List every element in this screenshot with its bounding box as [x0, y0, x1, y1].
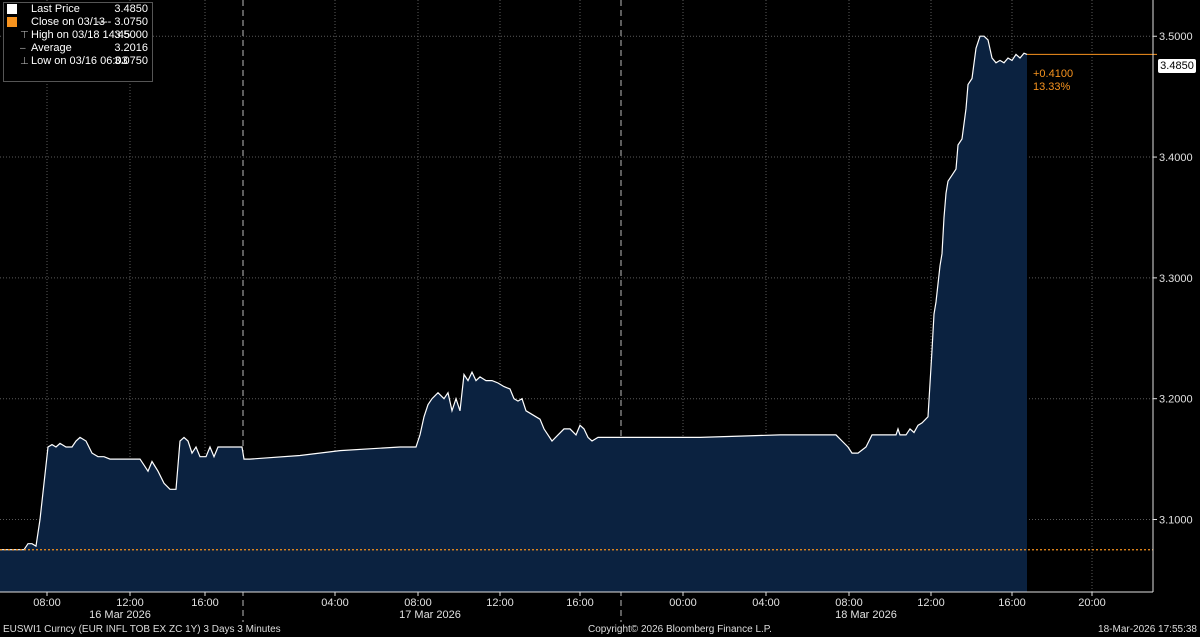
legend-item-high: ⊤ High on 03/18 14:45 3.5000: [4, 29, 152, 42]
x-tick-label: 20:00: [1078, 597, 1106, 609]
legend-value: 3.5000: [114, 29, 148, 41]
x-tick-label: 12:00: [116, 597, 144, 609]
x-tick-label: 08:00: [404, 597, 432, 609]
footer-bar: EUSWI1 Curncy (EUR INFL TOB EX ZC 1Y) 3 …: [0, 622, 1200, 637]
legend-value: 3.4850: [114, 3, 148, 15]
change-abs: +0.4100: [1033, 68, 1074, 80]
grid-layer: [0, 0, 1153, 622]
legend-panel: Last Price 3.4850 Close on 03/13 ---- 3.…: [3, 2, 153, 82]
day-label: 16 Mar 2026: [89, 609, 151, 621]
x-tick-label: 08:00: [835, 597, 863, 609]
day-label: 18 Mar 2026: [835, 609, 897, 621]
legend-item-average: – Average 3.2016: [4, 42, 152, 55]
legend-label: Low on 03/16 06:03: [31, 55, 128, 67]
last-price-badge: 3.4850: [1158, 59, 1196, 73]
x-tick-label: 16:00: [998, 597, 1026, 609]
high-marker-icon: ⊤: [20, 30, 29, 41]
legend-label: Last Price: [31, 3, 80, 15]
x-tick-label: 12:00: [486, 597, 514, 609]
price-line: [0, 35, 1028, 551]
legend-value: 3.2016: [114, 42, 148, 54]
x-tick-label: 04:00: [321, 597, 349, 609]
legend-value: ---- 3.0750: [96, 16, 148, 28]
x-tick-label: 04:00: [752, 597, 780, 609]
change-pct: 13.33%: [1033, 81, 1071, 93]
y-tick-label: 3.1000: [1159, 515, 1193, 527]
legend-label: Close on 03/13: [31, 16, 105, 28]
low-marker-icon: ⊥: [20, 56, 29, 67]
y-tick-label: 3.4000: [1159, 152, 1193, 164]
average-line-icon: –: [20, 43, 26, 54]
x-tick-label: 00:00: [669, 597, 697, 609]
legend-item-last-price: Last Price 3.4850: [4, 3, 152, 16]
white-square-icon: [7, 4, 17, 14]
orange-square-icon: [7, 17, 17, 27]
x-tick-label: 16:00: [191, 597, 219, 609]
legend-label: High on 03/18 14:45: [31, 29, 131, 41]
y-tick-label: 3.5000: [1159, 31, 1193, 43]
x-tick-label: 12:00: [917, 597, 945, 609]
x-axis: 08:00 12:00 16:00 04:00 08:00 12:00 16:00 00:00…: [0, 591, 1153, 621]
timestamp-text: 18-Mar-2026 17:55:38: [1098, 624, 1197, 635]
y-tick-label: 3.3000: [1159, 273, 1193, 285]
y-axis: 3.1000 3.2000 3.3000 3.4000 3.5000: [1152, 0, 1193, 592]
legend-item-low: ⊥ Low on 03/16 06:03 3.0750: [4, 55, 152, 68]
x-tick-label: 08:00: [33, 597, 61, 609]
copyright-text: Copyright© 2026 Bloomberg Finance L.P.: [588, 624, 772, 635]
legend-value: 3.0750: [114, 55, 148, 67]
legend-label: Average: [31, 42, 72, 54]
x-tick-label: 16:00: [566, 597, 594, 609]
legend-item-close: Close on 03/13 ---- 3.0750: [4, 16, 152, 29]
ticker-description: EUSWI1 Curncy (EUR INFL TOB EX ZC 1Y) 3 …: [3, 624, 281, 635]
price-area-fill: [0, 36, 1027, 592]
day-label: 17 Mar 2026: [399, 609, 461, 621]
y-tick-label: 3.2000: [1159, 394, 1193, 406]
